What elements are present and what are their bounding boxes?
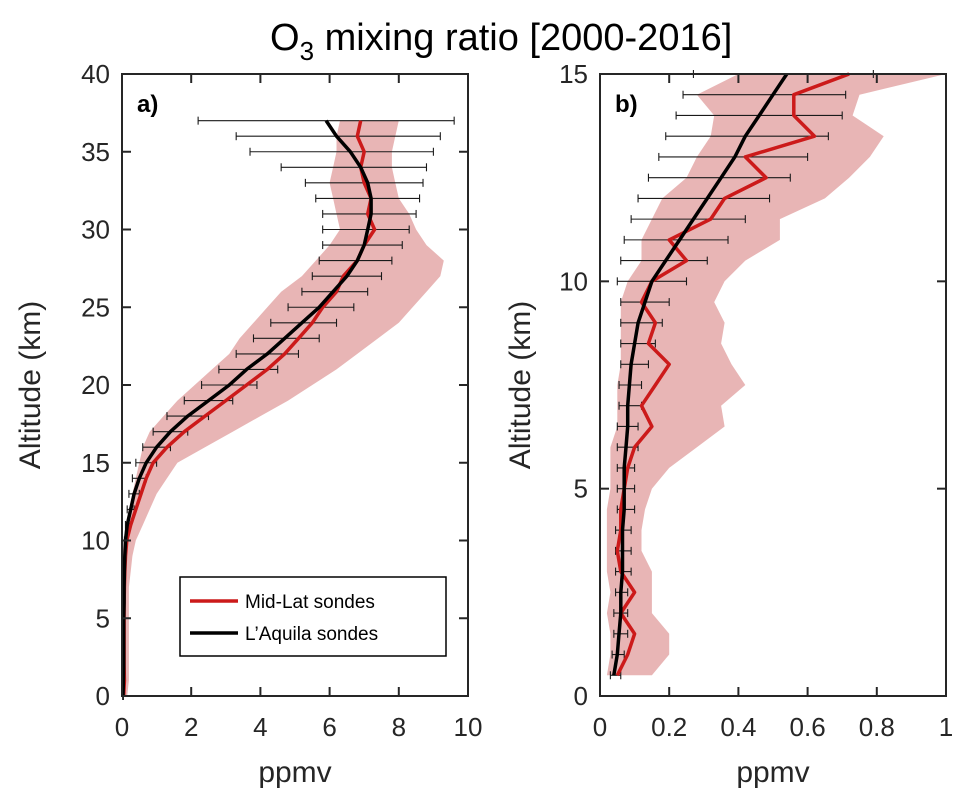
aquila-line-a bbox=[121, 119, 373, 697]
y-tick-label-a-2: 10 bbox=[81, 526, 110, 556]
legend-label-midlat: Mid-Lat sondes bbox=[245, 592, 375, 613]
y-tick-label-b-3: 15 bbox=[559, 59, 588, 89]
y-tick-label-a-3: 15 bbox=[81, 448, 110, 478]
x-tick-label-a-5: 10 bbox=[454, 712, 483, 742]
x-tick-label-b-5: 1 bbox=[939, 712, 953, 742]
aquila-line-b bbox=[612, 73, 789, 676]
y-axis-title-b: Altitude (km) bbox=[504, 301, 537, 469]
x-tick-label-b-2: 0.4 bbox=[720, 712, 756, 742]
legend: Mid-Lat sondes L’Aquila sondes bbox=[179, 576, 447, 657]
x-tick-label-b-1: 0.2 bbox=[651, 712, 687, 742]
midlat-band-a bbox=[122, 120, 444, 697]
y-tick-label-a-1: 5 bbox=[96, 603, 110, 633]
legend-box bbox=[179, 576, 447, 657]
x-tick-label-a-2: 4 bbox=[253, 712, 267, 742]
x-axis-title-b: ppmv bbox=[736, 756, 809, 789]
x-tick-label-a-1: 2 bbox=[184, 712, 198, 742]
y-tick-label-b-1: 5 bbox=[574, 474, 588, 504]
y-tick-label-b-2: 10 bbox=[559, 266, 588, 296]
chart-title: O3 mixing ratio [2000-2016] bbox=[270, 17, 732, 66]
midlat-band-b bbox=[606, 74, 946, 676]
y-tick-label-a-7: 35 bbox=[81, 137, 110, 167]
y-tick-label-a-5: 25 bbox=[81, 292, 110, 322]
x-axis-title-a: ppmv bbox=[258, 756, 331, 789]
x-tick-label-b-0: 0 bbox=[593, 712, 607, 742]
panel-a: 0 2 4 6 8 10 0 5 10 15 20 25 30 35 40 ppmv Altitude (km)… bbox=[14, 59, 482, 789]
x-tick-label-a-4: 8 bbox=[392, 712, 406, 742]
y-tick-label-b-0: 0 bbox=[574, 681, 588, 711]
plot-frame-b bbox=[599, 73, 947, 697]
y-tick-label-a-6: 30 bbox=[81, 215, 110, 245]
x-tick-label-a-0: 0 bbox=[115, 712, 129, 742]
y-axis-title-a: Altitude (km) bbox=[14, 301, 47, 469]
y-tick-label-a-8: 40 bbox=[81, 59, 110, 89]
panel-label-b: b) bbox=[615, 91, 638, 118]
y-tick-label-a-4: 20 bbox=[81, 370, 110, 400]
panel-label-a: a) bbox=[137, 91, 158, 118]
legend-label-aquila: L’Aquila sondes bbox=[245, 624, 378, 645]
x-tick-label-b-3: 0.6 bbox=[790, 712, 826, 742]
x-tick-label-b-4: 0.8 bbox=[859, 712, 895, 742]
x-tick-label-a-3: 6 bbox=[322, 712, 336, 742]
y-tick-label-a-0: 0 bbox=[96, 681, 110, 711]
